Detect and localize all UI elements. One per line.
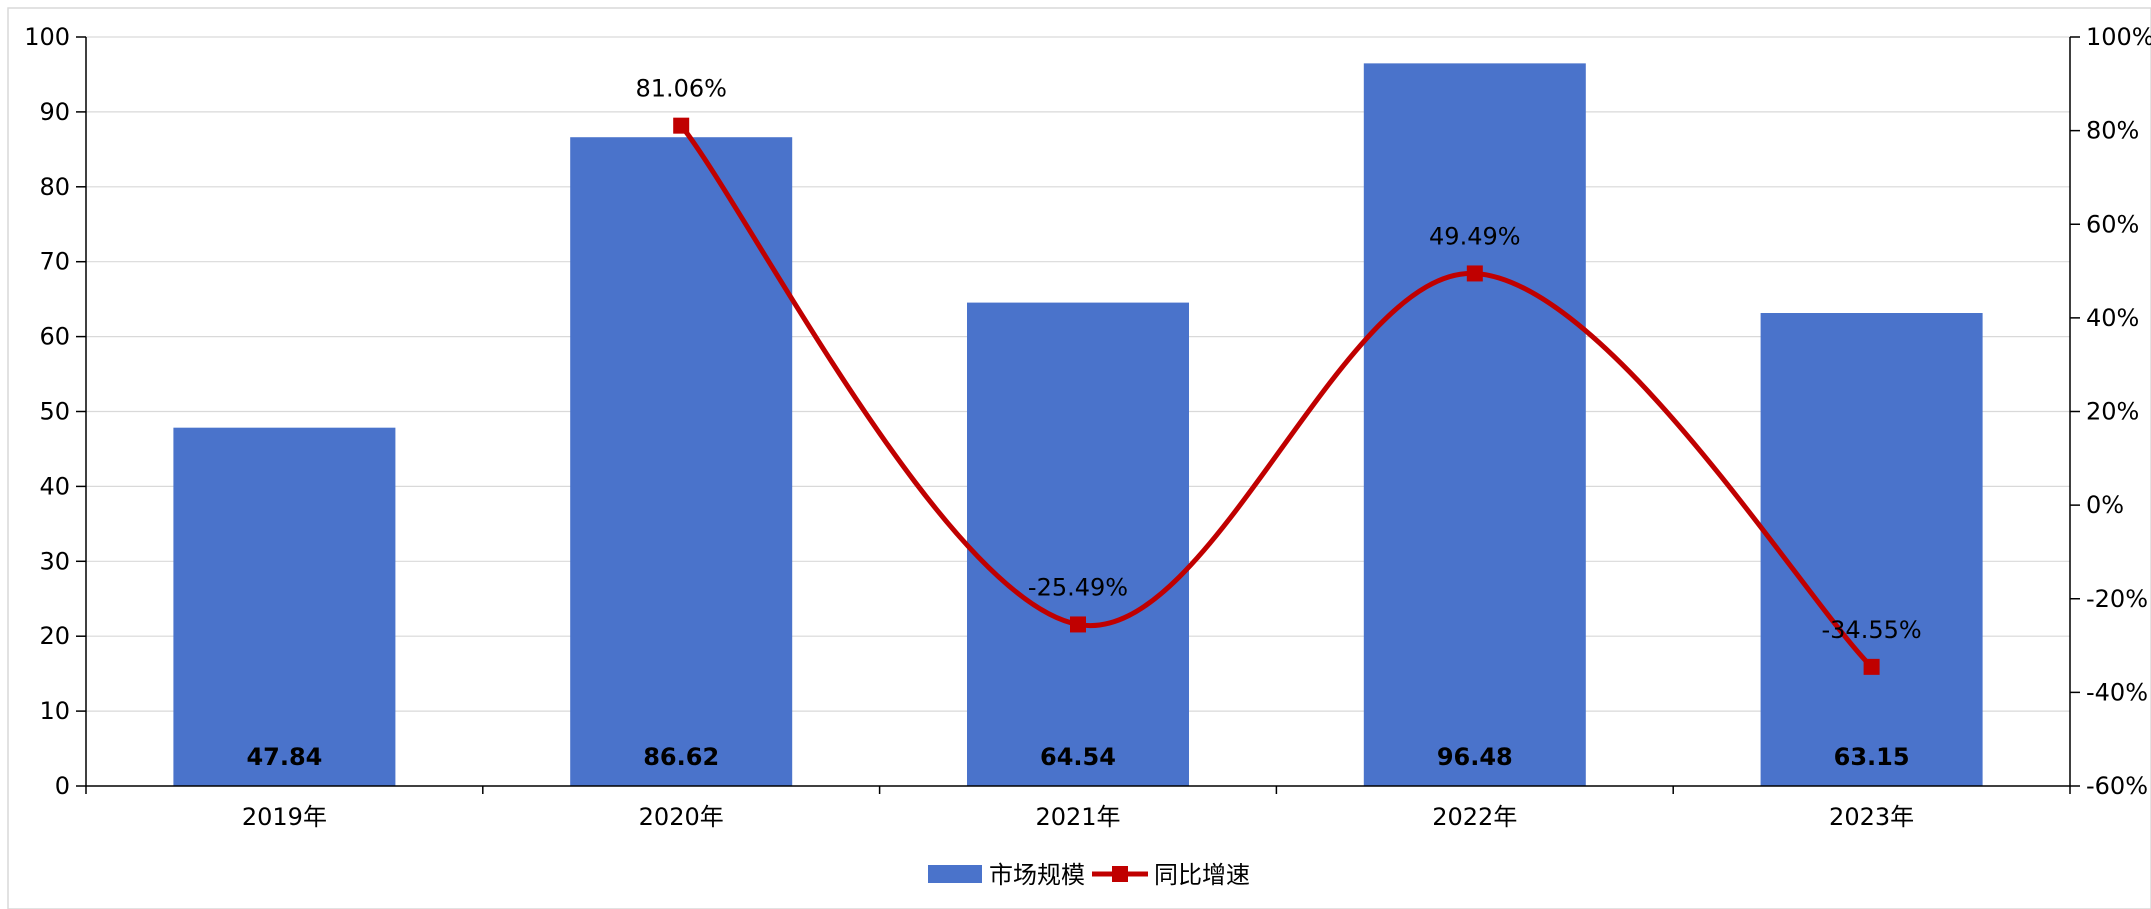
x-tick-label: 2022年: [1432, 803, 1517, 831]
x-tick-label: 2020年: [639, 803, 724, 831]
y-left-tick-label: 90: [39, 98, 70, 126]
growth-rate-line: [678, 123, 1875, 670]
line-value-label: 81.06%: [635, 75, 727, 103]
y-left-tick-label: 60: [39, 323, 70, 351]
x-tick-label: 2019年: [242, 803, 327, 831]
y-left-tick-label: 20: [39, 622, 70, 650]
data-labels: 47.84 86.62 64.54 96.48 63.15 81.06% -25.49% 49…: [246, 75, 1921, 771]
x-tick-label: 2023年: [1829, 803, 1914, 831]
y-right-tick-label: 100%: [2086, 23, 2151, 51]
bar-value-label: 86.62: [643, 743, 719, 771]
y-left-tick-label: 0: [55, 772, 70, 800]
y-left-tick-label: 50: [39, 398, 70, 426]
bar-series: [173, 63, 1983, 787]
legend: 市场规模 同比增速: [928, 861, 1250, 889]
line-series: [673, 117, 1880, 675]
y-right-tick-label: 60%: [2086, 210, 2139, 238]
line-marker: [1466, 265, 1483, 282]
y-left-tick-label: 70: [39, 248, 70, 276]
y-right-tick-label: 0%: [2086, 491, 2124, 519]
line-marker: [673, 117, 690, 134]
y-left-tick-label: 80: [39, 173, 70, 201]
y-right-tick-label: 40%: [2086, 304, 2139, 332]
y-right-tick-label: 80%: [2086, 117, 2139, 145]
legend-label-line: 同比增速: [1154, 861, 1250, 889]
bar: [967, 302, 1189, 786]
line-value-label: 49.49%: [1429, 222, 1521, 250]
bar: [570, 137, 793, 787]
x-tick-label: 2021年: [1035, 803, 1120, 831]
legend-swatch-bar: [928, 865, 982, 883]
line-marker: [1070, 616, 1086, 633]
y-right-tick-label: -20%: [2086, 585, 2148, 613]
bar-value-label: 47.84: [246, 743, 322, 771]
y-left-tick-label: 10: [39, 697, 70, 725]
line-value-label: -25.49%: [1028, 573, 1128, 601]
y-left-tick-label: 40: [39, 472, 70, 500]
bar: [1760, 313, 1983, 786]
legend-marker-line: [1112, 866, 1128, 882]
line-value-label: -34.55%: [1822, 616, 1922, 644]
axes: 0 10 20 30 40 50 60 70 80 90 100 -60% -40% -20% 0% 20% 4…: [24, 23, 2151, 831]
y-right-tick-label: -40%: [2086, 678, 2148, 706]
bar-value-label: 64.54: [1040, 743, 1116, 771]
y-left-tick-label: 30: [39, 547, 70, 575]
bar: [1363, 63, 1586, 786]
bar: [173, 427, 396, 786]
bar-value-label: 63.15: [1834, 743, 1910, 771]
y-left-tick-label: 100: [24, 23, 70, 51]
line-marker: [1863, 658, 1880, 675]
y-right-tick-label: -60%: [2086, 772, 2148, 800]
legend-label-bar: 市场规模: [989, 861, 1085, 889]
y-right-tick-label: 20%: [2086, 398, 2139, 426]
bar-value-label: 96.48: [1437, 743, 1513, 771]
